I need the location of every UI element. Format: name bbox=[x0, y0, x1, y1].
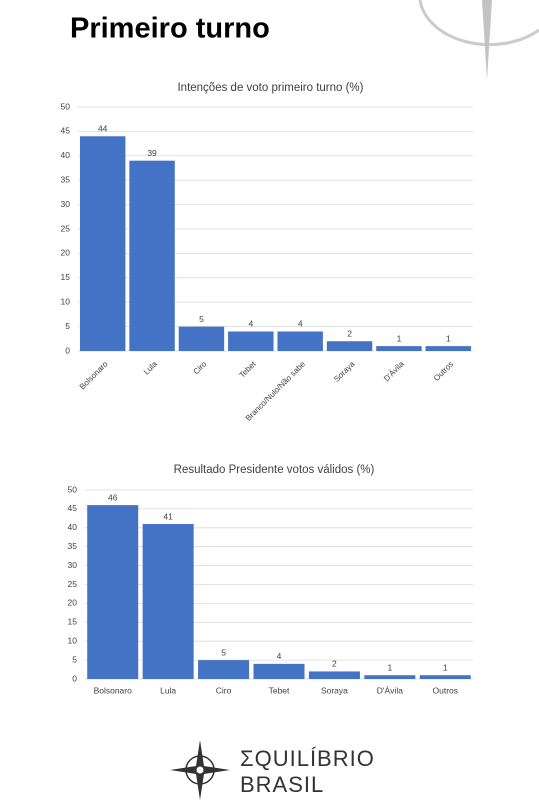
x-tick-label: Soraya bbox=[321, 685, 348, 695]
y-tick-label: 35 bbox=[61, 174, 71, 184]
x-tick-label: Lula bbox=[160, 685, 176, 695]
y-tick-label: 35 bbox=[68, 541, 78, 551]
y-tick-label: 30 bbox=[61, 199, 71, 209]
data-label: 5 bbox=[199, 314, 204, 324]
y-tick-label: 50 bbox=[61, 101, 71, 111]
chart-title: Intenções de voto primeiro turno (%) bbox=[177, 82, 363, 94]
x-tick-label: Ciro bbox=[216, 685, 232, 695]
bar bbox=[142, 524, 194, 679]
y-tick-label: 25 bbox=[68, 579, 78, 589]
bar bbox=[277, 331, 323, 351]
y-tick-label: 15 bbox=[61, 272, 71, 282]
bar bbox=[79, 136, 126, 351]
y-tick-label: 0 bbox=[65, 345, 70, 355]
x-tick-label: Tebet bbox=[269, 685, 290, 695]
data-label: 2 bbox=[347, 328, 352, 338]
y-tick-label: 15 bbox=[68, 617, 78, 627]
data-label: 1 bbox=[397, 333, 402, 343]
y-tick-label: 50 bbox=[68, 484, 78, 494]
y-tick-label: 20 bbox=[68, 598, 78, 608]
bar bbox=[87, 505, 139, 679]
data-label: 4 bbox=[248, 319, 253, 329]
chart-title: Resultado Presidente votos válidos (%) bbox=[174, 464, 375, 476]
data-label: 1 bbox=[443, 662, 448, 672]
bar bbox=[326, 341, 373, 351]
y-tick-label: 5 bbox=[65, 321, 70, 331]
y-tick-label: 25 bbox=[61, 223, 71, 233]
logo-line2: BRASIL bbox=[240, 772, 324, 797]
bar bbox=[364, 675, 416, 679]
data-label: 44 bbox=[98, 124, 108, 134]
y-tick-label: 45 bbox=[61, 126, 71, 136]
bar bbox=[129, 160, 175, 351]
data-label: 41 bbox=[163, 511, 173, 521]
data-label: 46 bbox=[108, 492, 118, 502]
bar bbox=[308, 671, 360, 679]
data-label: 4 bbox=[277, 651, 282, 661]
y-tick-label: 0 bbox=[72, 673, 77, 683]
y-tick-label: 5 bbox=[72, 654, 77, 664]
x-tick-label: Outros bbox=[433, 685, 459, 695]
y-tick-label: 40 bbox=[61, 150, 71, 160]
bar bbox=[228, 331, 274, 351]
bar bbox=[425, 346, 472, 351]
logo-icon bbox=[170, 740, 230, 800]
y-tick-label: 20 bbox=[61, 248, 71, 258]
x-tick-label: Bolsonaro bbox=[94, 685, 133, 695]
bar bbox=[178, 326, 225, 351]
x-tick-label: D'Ávila bbox=[377, 685, 403, 695]
compass-decoration bbox=[418, 0, 539, 80]
data-label: 1 bbox=[446, 333, 451, 343]
bar bbox=[253, 663, 305, 679]
data-label: 5 bbox=[221, 647, 226, 657]
data-label: 2 bbox=[332, 659, 337, 669]
y-tick-label: 10 bbox=[61, 296, 71, 306]
y-tick-label: 30 bbox=[68, 560, 78, 570]
charts: Intenções de voto primeiro turno (%)0510… bbox=[61, 82, 473, 695]
data-label: 4 bbox=[298, 319, 303, 329]
logo-line1: ΣQUILÍBRIO bbox=[240, 746, 375, 771]
data-label: 39 bbox=[147, 148, 157, 158]
y-tick-label: 45 bbox=[68, 503, 78, 513]
y-tick-label: 10 bbox=[68, 635, 78, 645]
bar bbox=[419, 675, 471, 679]
page-title: Primeiro turno bbox=[70, 13, 270, 45]
y-tick-label: 40 bbox=[68, 522, 78, 532]
bar bbox=[376, 346, 422, 351]
bar bbox=[198, 660, 250, 679]
data-label: 1 bbox=[387, 662, 392, 672]
